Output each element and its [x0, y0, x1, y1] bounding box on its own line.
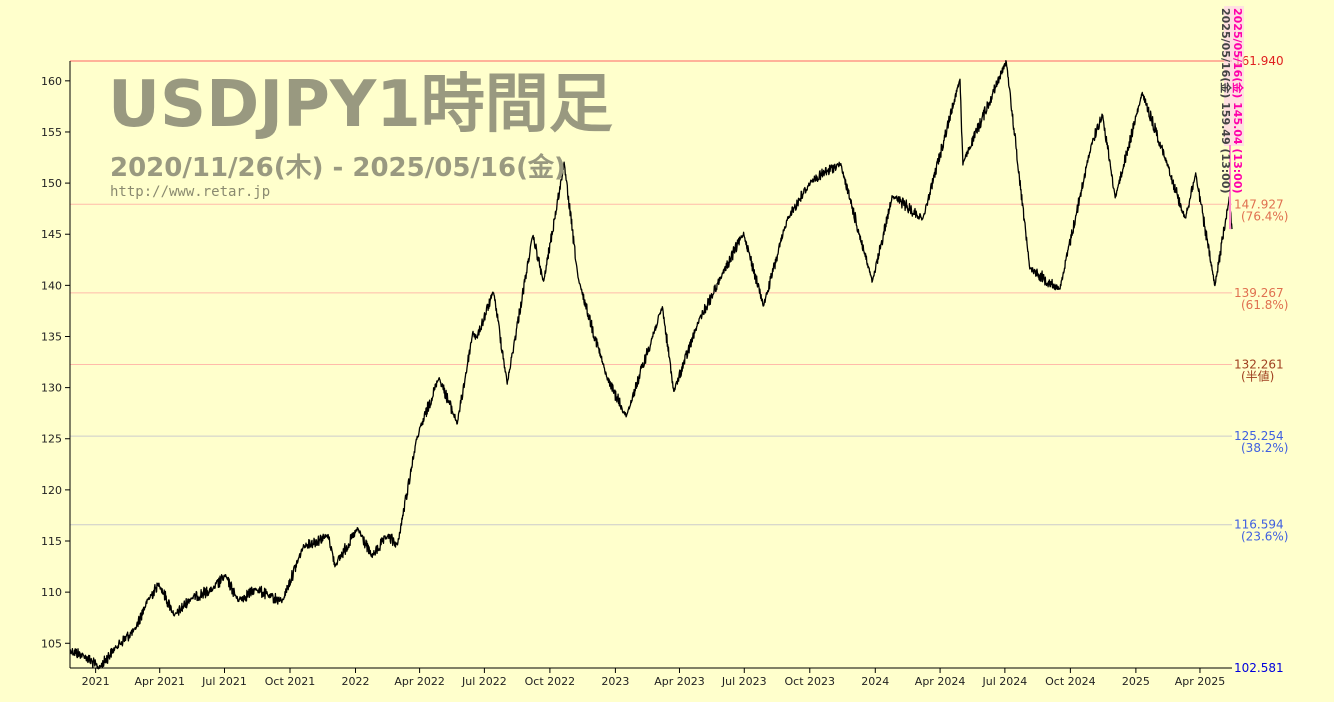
level-price-label: 147.927	[1234, 197, 1284, 211]
level-price-label: 161.940	[1234, 54, 1284, 68]
x-tick-label: Apr 2021	[134, 675, 185, 688]
x-tick-label: Jul 2023	[721, 675, 767, 688]
level-percent-label: (23.6%)	[1241, 530, 1288, 544]
x-tick-label: Jul 2022	[461, 675, 507, 688]
x-tick-label: Oct 2024	[1045, 675, 1096, 688]
y-tick-label: 125	[41, 433, 62, 446]
x-tick-label: 2021	[82, 675, 110, 688]
x-tick-label: Jul 2024	[981, 675, 1027, 688]
y-tick-label: 135	[41, 330, 62, 343]
level-price-label: 116.594	[1234, 518, 1284, 532]
marker-label: 2025/05/16(金) 159.49 (13:00)	[1219, 8, 1233, 194]
x-tick-label: 2024	[861, 675, 889, 688]
y-tick-label: 140	[41, 279, 62, 292]
level-percent-label: (61.8%)	[1241, 298, 1288, 312]
title-block: USDJPY1時間足 2020/11/26(木) - 2025/05/16(金)…	[108, 68, 613, 200]
chart-period: 2020/11/26(木) - 2025/05/16(金)	[110, 152, 566, 183]
x-tick-label: Oct 2021	[265, 675, 316, 688]
x-tick-label: 2022	[342, 675, 370, 688]
level-percent-label: (76.4%)	[1241, 209, 1288, 223]
y-tick-label: 155	[41, 126, 62, 139]
level-percent-label: (38.2%)	[1241, 441, 1288, 455]
marker-band	[1224, 6, 1244, 146]
y-tick-label: 145	[41, 228, 62, 241]
latest-marker: 2025/05/16(金) 159.49 (13:00) 2025/05/16(金…	[1219, 6, 1245, 230]
level-price-label: 132.261	[1234, 357, 1284, 371]
fibonacci-levels: 161.940 147.927(76.4%) 139.267(61.8%) 132.2…	[70, 54, 1288, 675]
chart-title: USDJPY1時間足	[108, 68, 613, 142]
y-tick-label: 160	[41, 75, 62, 88]
y-tick-label: 105	[41, 637, 62, 650]
level-price-label: 125.254	[1234, 429, 1284, 443]
x-tick-label: 2025	[1122, 675, 1150, 688]
x-tick-label: Oct 2023	[785, 675, 836, 688]
y-tick-label: 115	[41, 535, 62, 548]
price-series	[69, 60, 1233, 670]
level-price-label: 102.581	[1234, 661, 1284, 675]
y-tick-label: 150	[41, 177, 62, 190]
level-percent-label: (半値)	[1241, 368, 1274, 383]
y-tick-label: 130	[41, 382, 62, 395]
x-tick-label: 2023	[601, 675, 629, 688]
axes: 105 110 115 120 125 130 135 140 145 150 155 160 2021…	[41, 61, 1232, 688]
y-tick-label: 110	[41, 586, 62, 599]
x-tick-label: Apr 2022	[394, 675, 445, 688]
y-tick-label: 120	[41, 484, 62, 497]
level-price-label: 139.267	[1234, 286, 1284, 300]
x-tick-label: Apr 2023	[654, 675, 705, 688]
x-tick-label: Oct 2022	[525, 675, 576, 688]
site-url: http://www.retar.jp	[110, 184, 270, 200]
x-tick-label: Jul 2021	[201, 675, 247, 688]
marker-label: 2025/05/16(金) 145.04 (13:00)	[1231, 8, 1245, 194]
x-tick-label: Apr 2024	[915, 675, 966, 688]
price-line	[69, 60, 1233, 670]
x-tick-label: Apr 2025	[1175, 675, 1226, 688]
